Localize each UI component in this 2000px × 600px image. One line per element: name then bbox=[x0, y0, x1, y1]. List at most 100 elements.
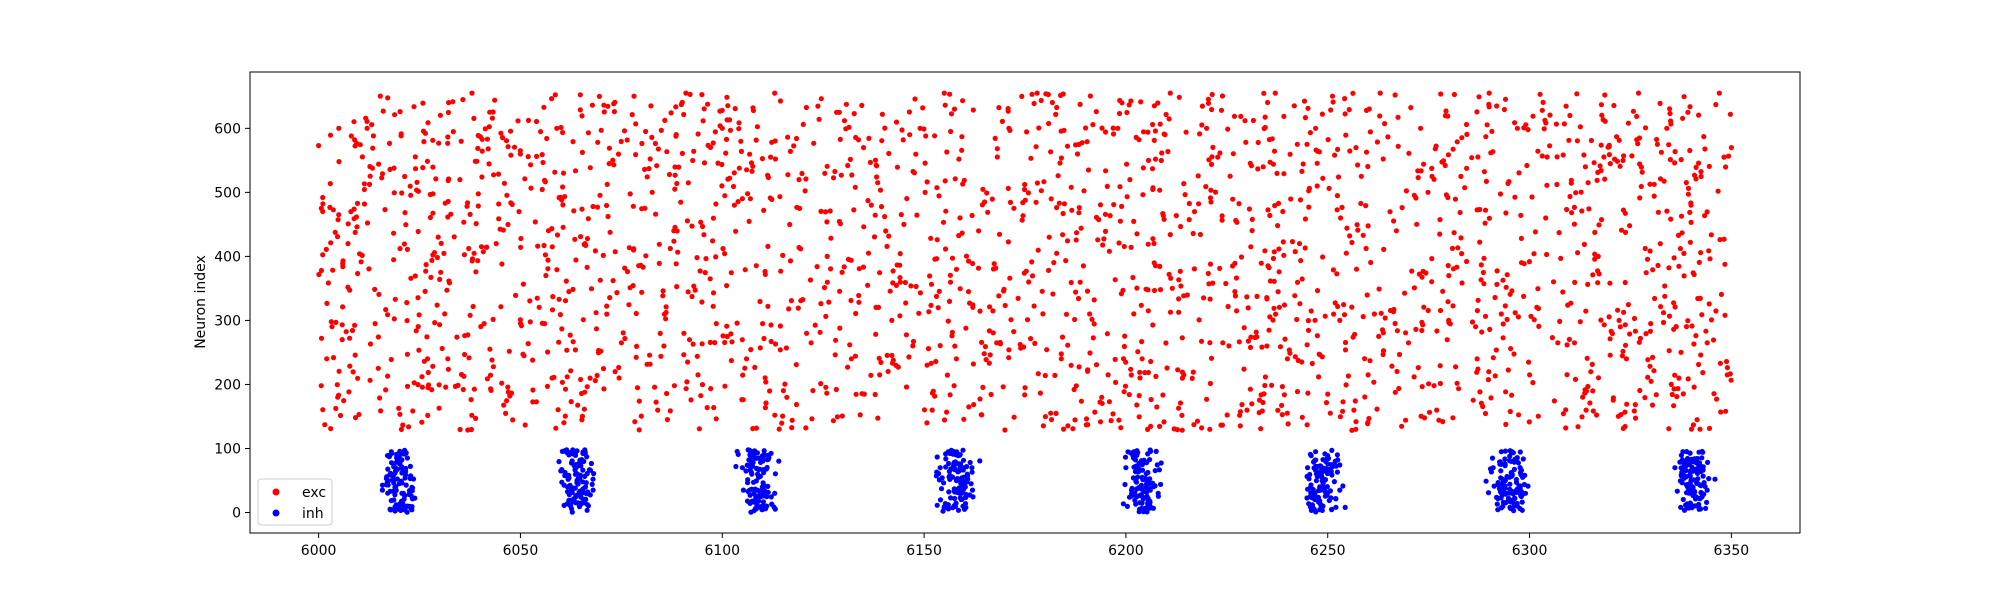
exc-spike bbox=[1655, 262, 1661, 269]
exc-spike bbox=[689, 293, 695, 300]
exc-spike bbox=[493, 241, 499, 247]
exc-spike bbox=[963, 325, 969, 331]
exc-spike bbox=[487, 346, 493, 352]
exc-spike bbox=[1267, 278, 1273, 284]
exc-spike bbox=[1454, 264, 1460, 270]
exc-spike bbox=[1285, 421, 1291, 427]
exc-spike bbox=[705, 101, 711, 107]
exc-spike bbox=[812, 322, 818, 328]
exc-spike bbox=[1191, 266, 1197, 272]
exc-spike bbox=[945, 318, 951, 324]
inh-spike bbox=[1698, 483, 1704, 489]
exc-spike bbox=[913, 283, 919, 290]
exc-spike bbox=[826, 299, 832, 305]
exc-spike bbox=[1688, 219, 1694, 225]
exc-spike bbox=[1353, 426, 1359, 432]
exc-spike bbox=[1230, 196, 1236, 202]
exc-spike bbox=[989, 196, 995, 202]
exc-spike bbox=[1271, 305, 1277, 311]
exc-spike bbox=[852, 184, 858, 190]
exc-spike bbox=[729, 339, 735, 345]
exc-spike bbox=[572, 347, 579, 353]
exc-spike bbox=[1154, 404, 1160, 410]
exc-spike bbox=[1478, 262, 1484, 268]
exc-spike bbox=[1685, 318, 1691, 324]
exc-spike bbox=[1539, 153, 1545, 159]
exc-spike bbox=[1250, 117, 1256, 124]
exc-spike bbox=[1153, 373, 1159, 379]
exc-spike bbox=[970, 361, 977, 367]
exc-spike bbox=[1662, 293, 1668, 299]
inh-spike bbox=[964, 471, 970, 477]
exc-spike bbox=[684, 379, 690, 385]
exc-spike bbox=[1281, 113, 1287, 119]
exc-spike bbox=[1675, 232, 1682, 238]
exc-spike bbox=[753, 137, 759, 143]
exc-spike bbox=[1651, 193, 1657, 199]
exc-spike bbox=[1223, 280, 1229, 287]
exc-spike bbox=[1238, 254, 1245, 260]
exc-spike bbox=[1163, 340, 1169, 346]
inh-spike bbox=[1494, 501, 1500, 507]
exc-spike bbox=[441, 250, 447, 256]
inh-spike bbox=[1329, 462, 1335, 468]
inh-spike bbox=[761, 448, 767, 454]
exc-spike bbox=[1437, 217, 1443, 223]
exc-spike bbox=[470, 303, 476, 310]
exc-spike bbox=[928, 235, 934, 241]
exc-spike bbox=[757, 345, 763, 351]
exc-spike bbox=[1167, 90, 1173, 96]
exc-spike bbox=[890, 357, 896, 363]
exc-spike bbox=[1622, 342, 1629, 348]
exc-spike bbox=[522, 176, 528, 182]
exc-spike bbox=[562, 194, 568, 200]
inh-spike bbox=[1342, 504, 1348, 510]
exc-spike bbox=[1501, 106, 1507, 113]
inh-spike bbox=[1308, 482, 1314, 488]
exc-spike bbox=[1061, 201, 1067, 207]
exc-spike bbox=[793, 362, 799, 368]
exc-spike bbox=[1343, 250, 1349, 256]
exc-spike bbox=[1707, 256, 1713, 262]
exc-spike bbox=[1645, 357, 1651, 363]
exc-spike bbox=[624, 137, 630, 143]
exc-spike bbox=[615, 151, 622, 157]
exc-spike bbox=[936, 193, 942, 199]
exc-spike bbox=[1660, 319, 1667, 326]
exc-spike bbox=[1064, 143, 1071, 149]
exc-spike bbox=[1690, 422, 1696, 428]
exc-spike bbox=[1167, 309, 1174, 315]
inh-spike bbox=[1133, 501, 1139, 507]
exc-spike bbox=[1703, 328, 1709, 334]
exc-spike bbox=[746, 218, 752, 224]
exc-spike bbox=[728, 270, 734, 276]
exc-spike bbox=[1544, 154, 1550, 160]
exc-spike bbox=[1115, 125, 1121, 131]
exc-spike bbox=[593, 310, 599, 316]
exc-spike bbox=[1313, 125, 1319, 131]
exc-spike bbox=[654, 163, 660, 169]
exc-spike bbox=[1464, 131, 1470, 137]
exc-spike bbox=[485, 146, 491, 152]
exc-spike bbox=[944, 149, 950, 155]
exc-spike bbox=[824, 163, 830, 169]
exc-spike bbox=[1011, 205, 1017, 211]
exc-spike bbox=[1564, 206, 1570, 213]
exc-spike bbox=[1481, 255, 1487, 261]
exc-spike bbox=[1396, 385, 1402, 392]
exc-spike bbox=[1558, 255, 1564, 261]
exc-spike bbox=[1065, 342, 1071, 348]
exc-spike bbox=[1503, 421, 1509, 427]
exc-spike bbox=[681, 330, 687, 336]
exc-spike bbox=[765, 172, 771, 178]
exc-spike bbox=[1342, 347, 1349, 353]
legend: exc inh bbox=[257, 478, 333, 526]
exc-spike bbox=[1349, 304, 1355, 310]
exc-spike bbox=[484, 244, 490, 250]
exc-spike bbox=[445, 134, 451, 140]
inh-spike bbox=[385, 490, 391, 496]
inh-spike bbox=[1685, 505, 1691, 511]
exc-spike bbox=[419, 374, 425, 380]
inh-spike bbox=[760, 502, 767, 508]
exc-spike bbox=[921, 126, 927, 132]
